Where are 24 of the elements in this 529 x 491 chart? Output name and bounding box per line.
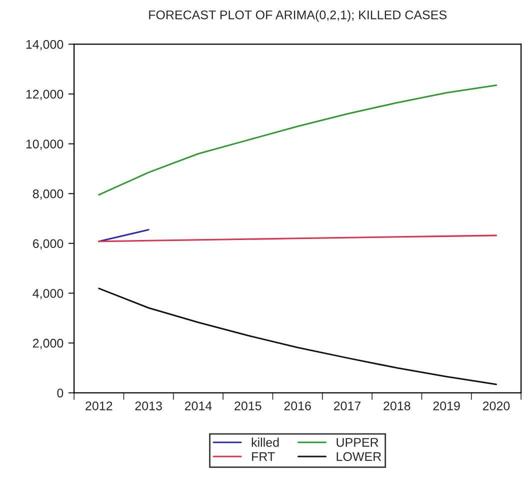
x-tick-label: 2016 (284, 401, 311, 410)
legend-label: UPPER (336, 438, 378, 447)
chart-title: FORECAST PLOT OF ARIMA(0,2,1); KILLED CASES (149, 10, 446, 22)
line-series (98, 288, 497, 386)
legend-label: LOWER (336, 452, 382, 461)
legend-label: FRT (252, 452, 275, 461)
y-tick-label: 12,000 (26, 90, 64, 100)
x-tick-label: 2017 (334, 401, 361, 410)
x-tick-label: 2018 (384, 401, 410, 410)
x-tick-label: 2012 (86, 401, 112, 410)
x-tick-label: 2020 (482, 401, 510, 410)
x-tick-label: 2014 (184, 401, 212, 410)
x-tick-label: 2013 (135, 401, 162, 410)
y-tick-label: 8,000 (32, 189, 64, 200)
line-series (98, 84, 497, 196)
y-tick-label: 4,000 (32, 289, 64, 300)
legend-label: killed (252, 438, 279, 447)
y-tick-label: 14,000 (26, 40, 64, 50)
y-tick-label: 6,000 (33, 239, 64, 250)
x-tick-label: 2015 (234, 401, 262, 410)
y-tick-label: 0 (57, 388, 64, 398)
y-tick-label: 10,000 (26, 140, 64, 150)
x-tick-label: 2019 (433, 401, 460, 410)
y-tick-label: 2,000 (32, 338, 64, 350)
